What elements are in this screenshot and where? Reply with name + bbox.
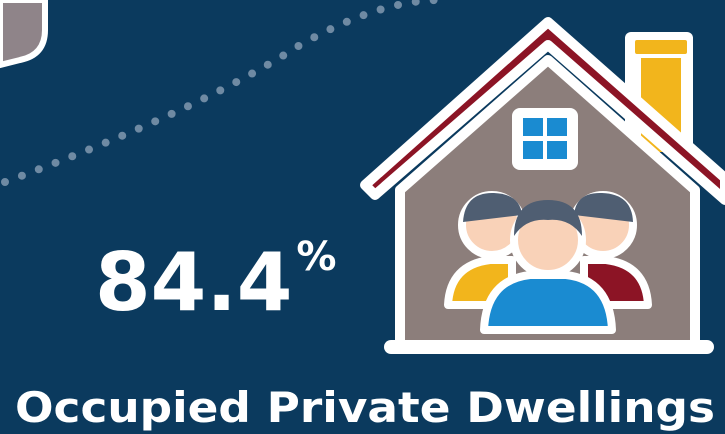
stat-unit: %: [296, 234, 336, 280]
stat-label: Occupied Private Dwellings: [15, 383, 715, 432]
stat-value: 84.4: [95, 236, 292, 329]
corner-shape: [0, 0, 48, 69]
house-icon: [360, 17, 725, 354]
